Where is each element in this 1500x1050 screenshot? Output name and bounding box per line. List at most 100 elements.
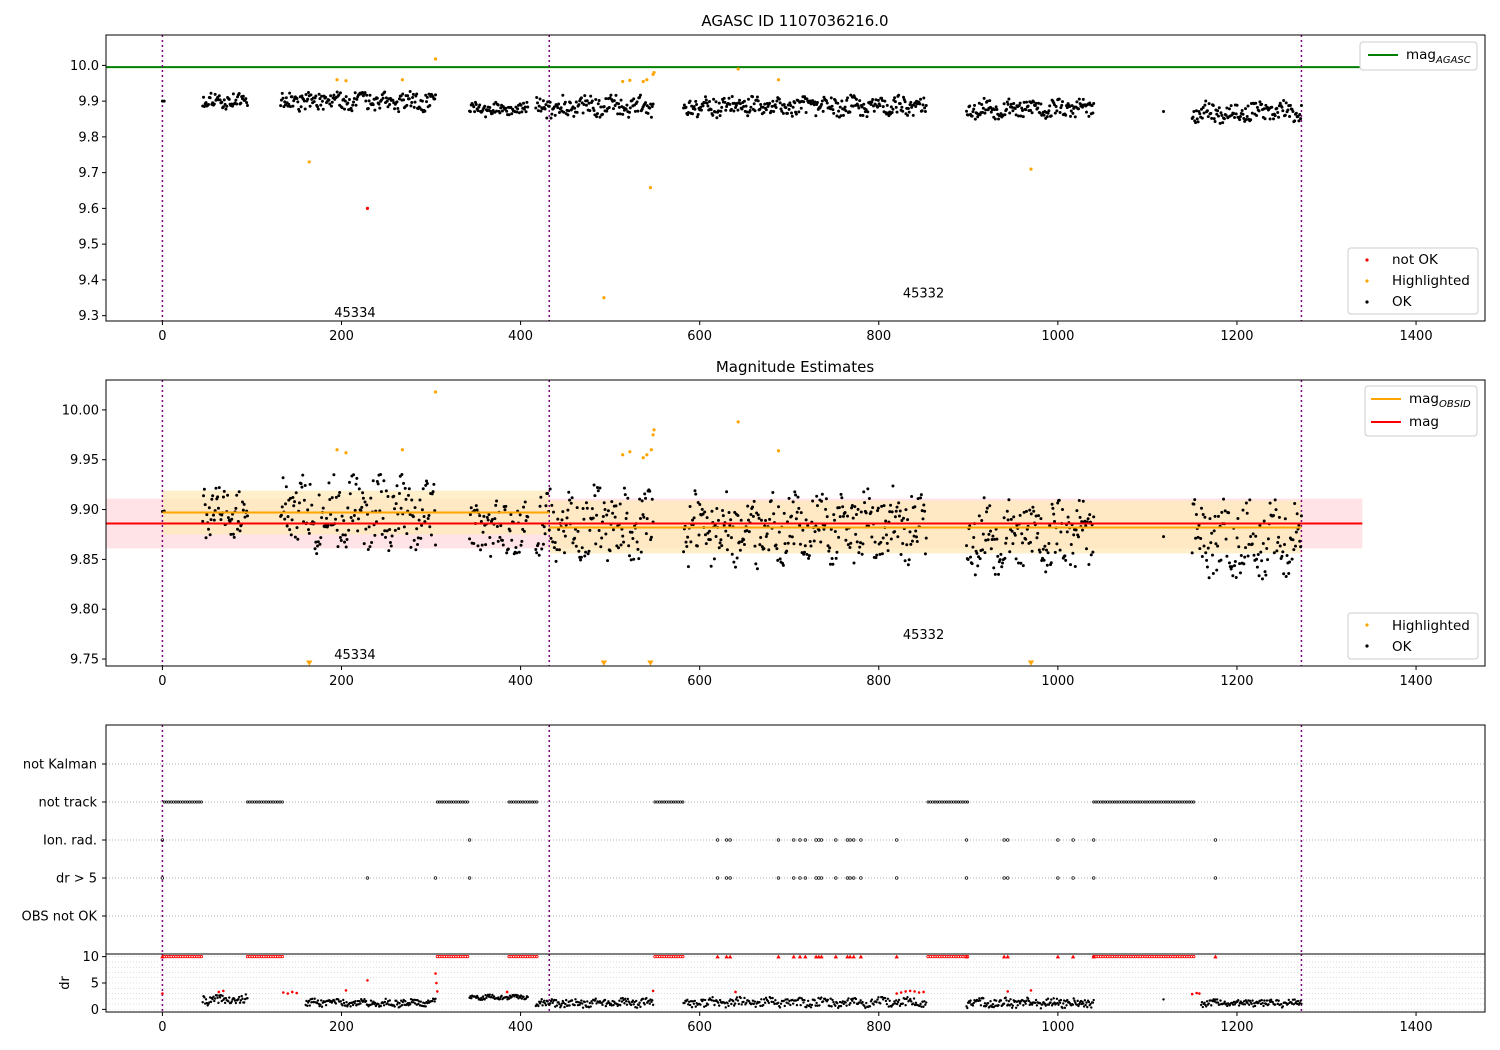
data-point	[588, 1001, 592, 1005]
data-point	[1263, 117, 1267, 121]
data-point	[369, 496, 373, 500]
clipped-dr-marker	[851, 954, 856, 959]
data-point	[226, 516, 230, 520]
data-point	[790, 535, 794, 539]
flag-point	[167, 800, 171, 804]
data-point	[1082, 1005, 1086, 1008]
data-point	[433, 97, 437, 101]
data-point	[546, 491, 550, 495]
flag-point	[262, 800, 266, 804]
data-point	[552, 105, 556, 109]
data-point	[1262, 1004, 1265, 1008]
data-point	[1290, 557, 1294, 561]
data-point	[694, 492, 698, 496]
data-point	[386, 105, 390, 109]
data-point	[695, 103, 699, 107]
data-point	[790, 514, 794, 518]
data-point	[550, 503, 554, 507]
flag-point	[172, 800, 175, 804]
data-point	[788, 101, 792, 105]
data-point	[1210, 531, 1214, 535]
data-point	[1239, 1000, 1242, 1003]
data-point	[591, 106, 595, 110]
data-point	[1245, 115, 1249, 119]
data-point	[362, 542, 366, 546]
data-point	[1254, 534, 1258, 538]
highlighted-point	[335, 448, 339, 452]
highlighted-point	[1029, 167, 1033, 171]
data-point	[995, 537, 999, 541]
data-point	[579, 555, 583, 559]
data-point	[204, 101, 208, 105]
data-point	[580, 999, 583, 1002]
data-point	[1300, 1002, 1303, 1005]
y-tick-label: 0	[91, 1003, 99, 1018]
data-point	[566, 113, 570, 117]
data-point	[1219, 558, 1223, 562]
data-point	[585, 1005, 588, 1009]
flag-point	[193, 800, 196, 804]
data-point	[1286, 108, 1290, 112]
data-point	[622, 540, 626, 544]
data-point	[479, 548, 483, 552]
data-point	[764, 518, 768, 522]
data-point	[845, 1004, 848, 1007]
data-point	[732, 999, 735, 1003]
data-point	[858, 1001, 861, 1004]
data-point	[320, 1005, 324, 1008]
data-point	[894, 105, 898, 109]
data-point	[706, 104, 710, 108]
data-point	[626, 496, 630, 500]
data-point	[1053, 111, 1057, 115]
data-point	[903, 100, 907, 104]
data-point	[574, 544, 578, 548]
data-point	[796, 495, 800, 499]
data-point	[384, 535, 388, 539]
data-point	[1238, 118, 1242, 122]
data-point	[485, 996, 488, 1000]
panel1-title: AGASC ID 1107036216.0	[701, 12, 888, 30]
data-point	[742, 542, 746, 546]
data-point	[1206, 546, 1210, 550]
data-point	[1036, 531, 1040, 535]
data-point	[791, 105, 795, 109]
data-point	[810, 1003, 814, 1007]
data-point	[633, 1000, 636, 1004]
data-point	[216, 506, 220, 510]
highlighted-point	[736, 67, 740, 71]
data-point	[837, 506, 841, 510]
data-point	[223, 1001, 227, 1005]
data-point	[207, 527, 211, 531]
data-point	[717, 546, 721, 550]
data-point	[573, 106, 577, 110]
data-point	[1002, 516, 1006, 520]
data-point	[337, 93, 341, 97]
data-point	[717, 1001, 720, 1004]
data-point	[300, 94, 304, 98]
data-point	[238, 529, 242, 533]
data-point	[772, 1000, 775, 1004]
highlighted-point	[307, 160, 311, 164]
flag-point	[516, 800, 520, 804]
data-point	[733, 101, 737, 105]
data-point	[1068, 563, 1072, 567]
data-point	[590, 1000, 593, 1003]
data-point	[294, 491, 298, 495]
flag-point	[834, 838, 838, 842]
data-point	[738, 98, 742, 102]
data-point	[320, 94, 324, 98]
data-point	[981, 110, 985, 114]
data-point	[420, 508, 424, 512]
data-point	[284, 485, 288, 489]
data-point	[1061, 1006, 1064, 1010]
flag-point	[181, 800, 185, 804]
data-point	[835, 114, 839, 118]
data-point	[756, 513, 760, 517]
flag-point	[250, 800, 254, 804]
data-point	[420, 99, 424, 103]
data-point	[897, 93, 901, 97]
data-point	[1265, 999, 1269, 1002]
y-tick-label: 9.80	[70, 603, 99, 618]
data-point	[304, 92, 308, 96]
data-point	[1244, 546, 1248, 550]
